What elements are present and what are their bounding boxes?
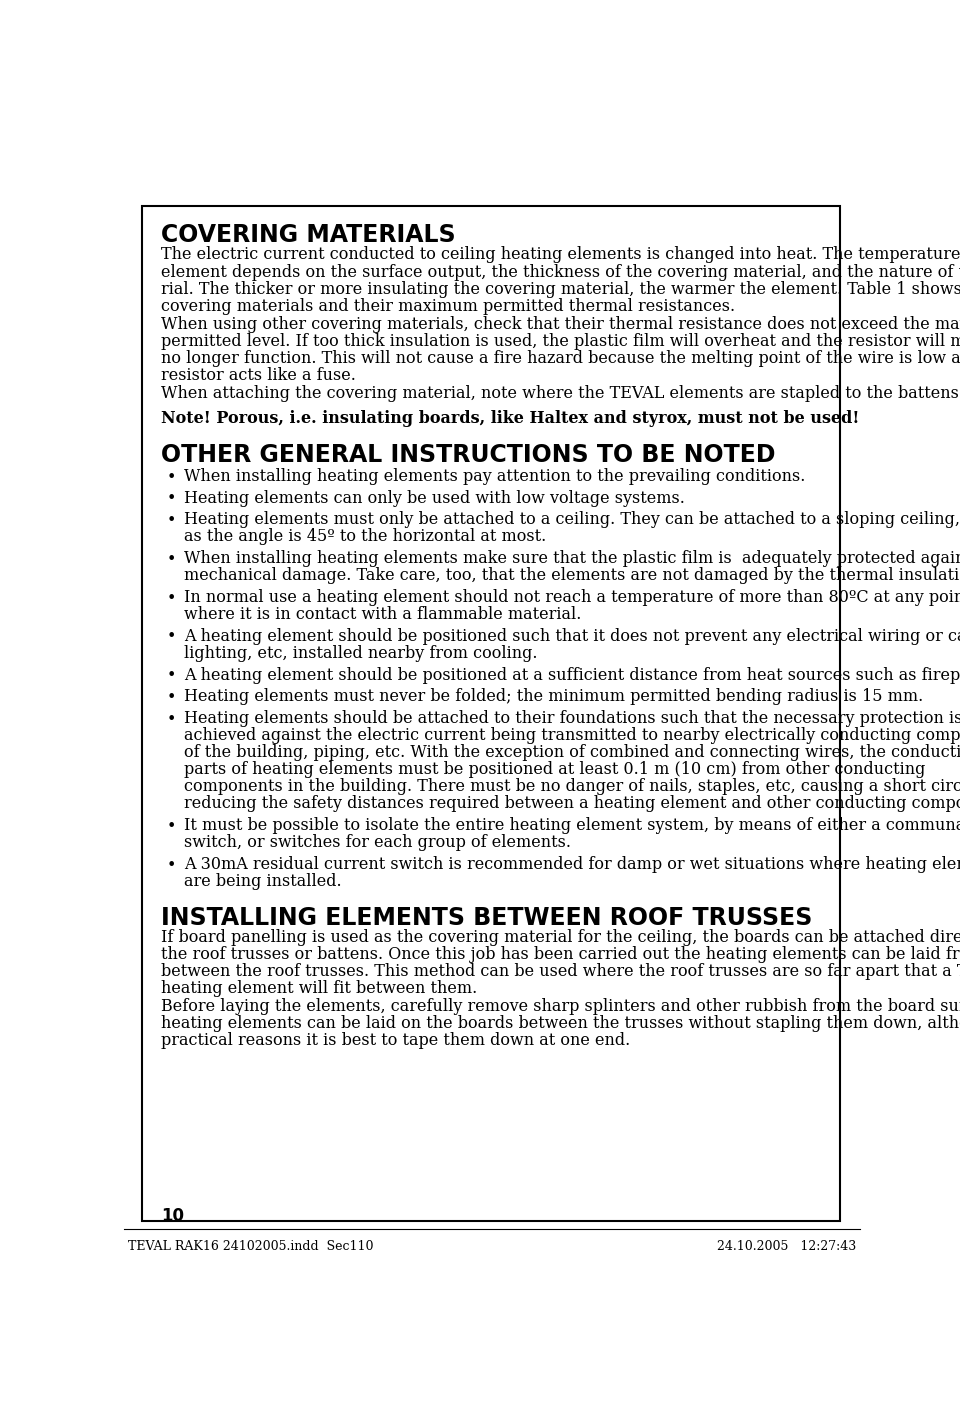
Text: It must be possible to isolate the entire heating element system, by means of ei: It must be possible to isolate the entir…	[184, 818, 960, 835]
Text: •: •	[166, 512, 176, 529]
Text: are being installed.: are being installed.	[184, 873, 342, 890]
Text: •: •	[166, 490, 176, 507]
Text: permitted level. If too thick insulation is used, the plastic film will overheat: permitted level. If too thick insulation…	[161, 333, 960, 350]
Text: TEVAL RAK16 24102005.indd  Sec110: TEVAL RAK16 24102005.indd Sec110	[128, 1240, 373, 1253]
Text: heating element will fit between them.: heating element will fit between them.	[161, 981, 477, 998]
Text: If board panelling is used as the covering material for the ceiling, the boards : If board panelling is used as the coveri…	[161, 930, 960, 947]
Text: where it is in contact with a flammable material.: where it is in contact with a flammable …	[184, 606, 582, 623]
Text: achieved against the electric current being transmitted to nearby electrically c: achieved against the electric current be…	[184, 727, 960, 744]
Text: 10: 10	[161, 1207, 184, 1226]
Text: •: •	[166, 589, 176, 606]
Text: lighting, etc, installed nearby from cooling.: lighting, etc, installed nearby from coo…	[184, 645, 538, 662]
Text: •: •	[166, 469, 176, 486]
Text: covering materials and their maximum permitted thermal resistances.: covering materials and their maximum per…	[161, 298, 735, 315]
Text: element depends on the surface output, the thickness of the covering material, a: element depends on the surface output, t…	[161, 264, 960, 281]
Text: as the angle is 45º to the horizontal at most.: as the angle is 45º to the horizontal at…	[184, 529, 546, 546]
Text: switch, or switches for each group of elements.: switch, or switches for each group of el…	[184, 835, 571, 852]
Text: Heating elements must never be folded; the minimum permitted bending radius is 1: Heating elements must never be folded; t…	[184, 689, 924, 706]
Text: OTHER GENERAL INSTRUCTIONS TO BE NOTED: OTHER GENERAL INSTRUCTIONS TO BE NOTED	[161, 444, 776, 468]
Text: A heating element should be positioned at a sufficient distance from heat source: A heating element should be positioned a…	[184, 666, 960, 683]
Text: •: •	[166, 551, 176, 568]
Text: •: •	[166, 711, 176, 728]
Text: A heating element should be positioned such that it does not prevent any electri: A heating element should be positioned s…	[184, 628, 960, 645]
Text: parts of heating elements must be positioned at least 0.1 m (10 cm) from other c: parts of heating elements must be positi…	[184, 761, 925, 778]
Text: between the roof trusses. This method can be used where the roof trusses are so : between the roof trusses. This method ca…	[161, 964, 960, 981]
Text: •: •	[166, 857, 176, 874]
Text: •: •	[166, 667, 176, 684]
Text: components in the building. There must be no danger of nails, staples, etc, caus: components in the building. There must b…	[184, 778, 960, 795]
Text: •: •	[166, 629, 176, 646]
Text: Heating elements can only be used with low voltage systems.: Heating elements can only be used with l…	[184, 490, 685, 507]
Text: Note! Porous, i.e. insulating boards, like Haltex and styrox, must not be used!: Note! Porous, i.e. insulating boards, li…	[161, 410, 859, 427]
Text: INSTALLING ELEMENTS BETWEEN ROOF TRUSSES: INSTALLING ELEMENTS BETWEEN ROOF TRUSSES	[161, 905, 812, 930]
Text: When installing heating elements make sure that the plastic film is  adequately : When installing heating elements make su…	[184, 550, 960, 567]
Text: 24.10.2005   12:27:43: 24.10.2005 12:27:43	[717, 1240, 856, 1253]
Text: of the building, piping, etc. With the exception of combined and connecting wire: of the building, piping, etc. With the e…	[184, 744, 960, 761]
Text: heating elements can be laid on the boards between the trusses without stapling : heating elements can be laid on the boar…	[161, 1015, 960, 1032]
Text: Heating elements must only be attached to a ceiling. They can be attached to a s: Heating elements must only be attached t…	[184, 512, 960, 529]
Text: •: •	[166, 689, 176, 706]
Text: the roof trusses or battens. Once this job has been carried out the heating elem: the roof trusses or battens. Once this j…	[161, 947, 960, 964]
Text: The electric current conducted to ceiling heating elements is changed into heat.: The electric current conducted to ceilin…	[161, 247, 960, 264]
Text: reducing the safety distances required between a heating element and other condu: reducing the safety distances required b…	[184, 795, 960, 812]
Text: When attaching the covering material, note where the TEVAL elements are stapled : When attaching the covering material, no…	[161, 384, 960, 401]
Text: When using other covering materials, check that their thermal resistance does no: When using other covering materials, che…	[161, 316, 960, 333]
Text: When installing heating elements pay attention to the prevailing conditions.: When installing heating elements pay att…	[184, 468, 805, 485]
Text: Before laying the elements, carefully remove sharp splinters and other rubbish f: Before laying the elements, carefully re…	[161, 998, 960, 1015]
Text: rial. The thicker or more insulating the covering material, the warmer the eleme: rial. The thicker or more insulating the…	[161, 281, 960, 298]
Text: mechanical damage. Take care, too, that the elements are not damaged by the ther: mechanical damage. Take care, too, that …	[184, 567, 960, 584]
Text: practical reasons it is best to tape them down at one end.: practical reasons it is best to tape the…	[161, 1032, 631, 1049]
Text: •: •	[166, 818, 176, 835]
Text: Heating elements should be attached to their foundations such that the necessary: Heating elements should be attached to t…	[184, 710, 960, 727]
Text: A 30mA residual current switch is recommended for damp or wet situations where h: A 30mA residual current switch is recomm…	[184, 856, 960, 873]
Text: no longer function. This will not cause a fire hazard because the melting point : no longer function. This will not cause …	[161, 350, 960, 367]
Text: In normal use a heating element should not reach a temperature of more than 80ºC: In normal use a heating element should n…	[184, 589, 960, 606]
Text: resistor acts like a fuse.: resistor acts like a fuse.	[161, 367, 356, 384]
Text: COVERING MATERIALS: COVERING MATERIALS	[161, 224, 456, 248]
FancyBboxPatch shape	[142, 207, 840, 1221]
